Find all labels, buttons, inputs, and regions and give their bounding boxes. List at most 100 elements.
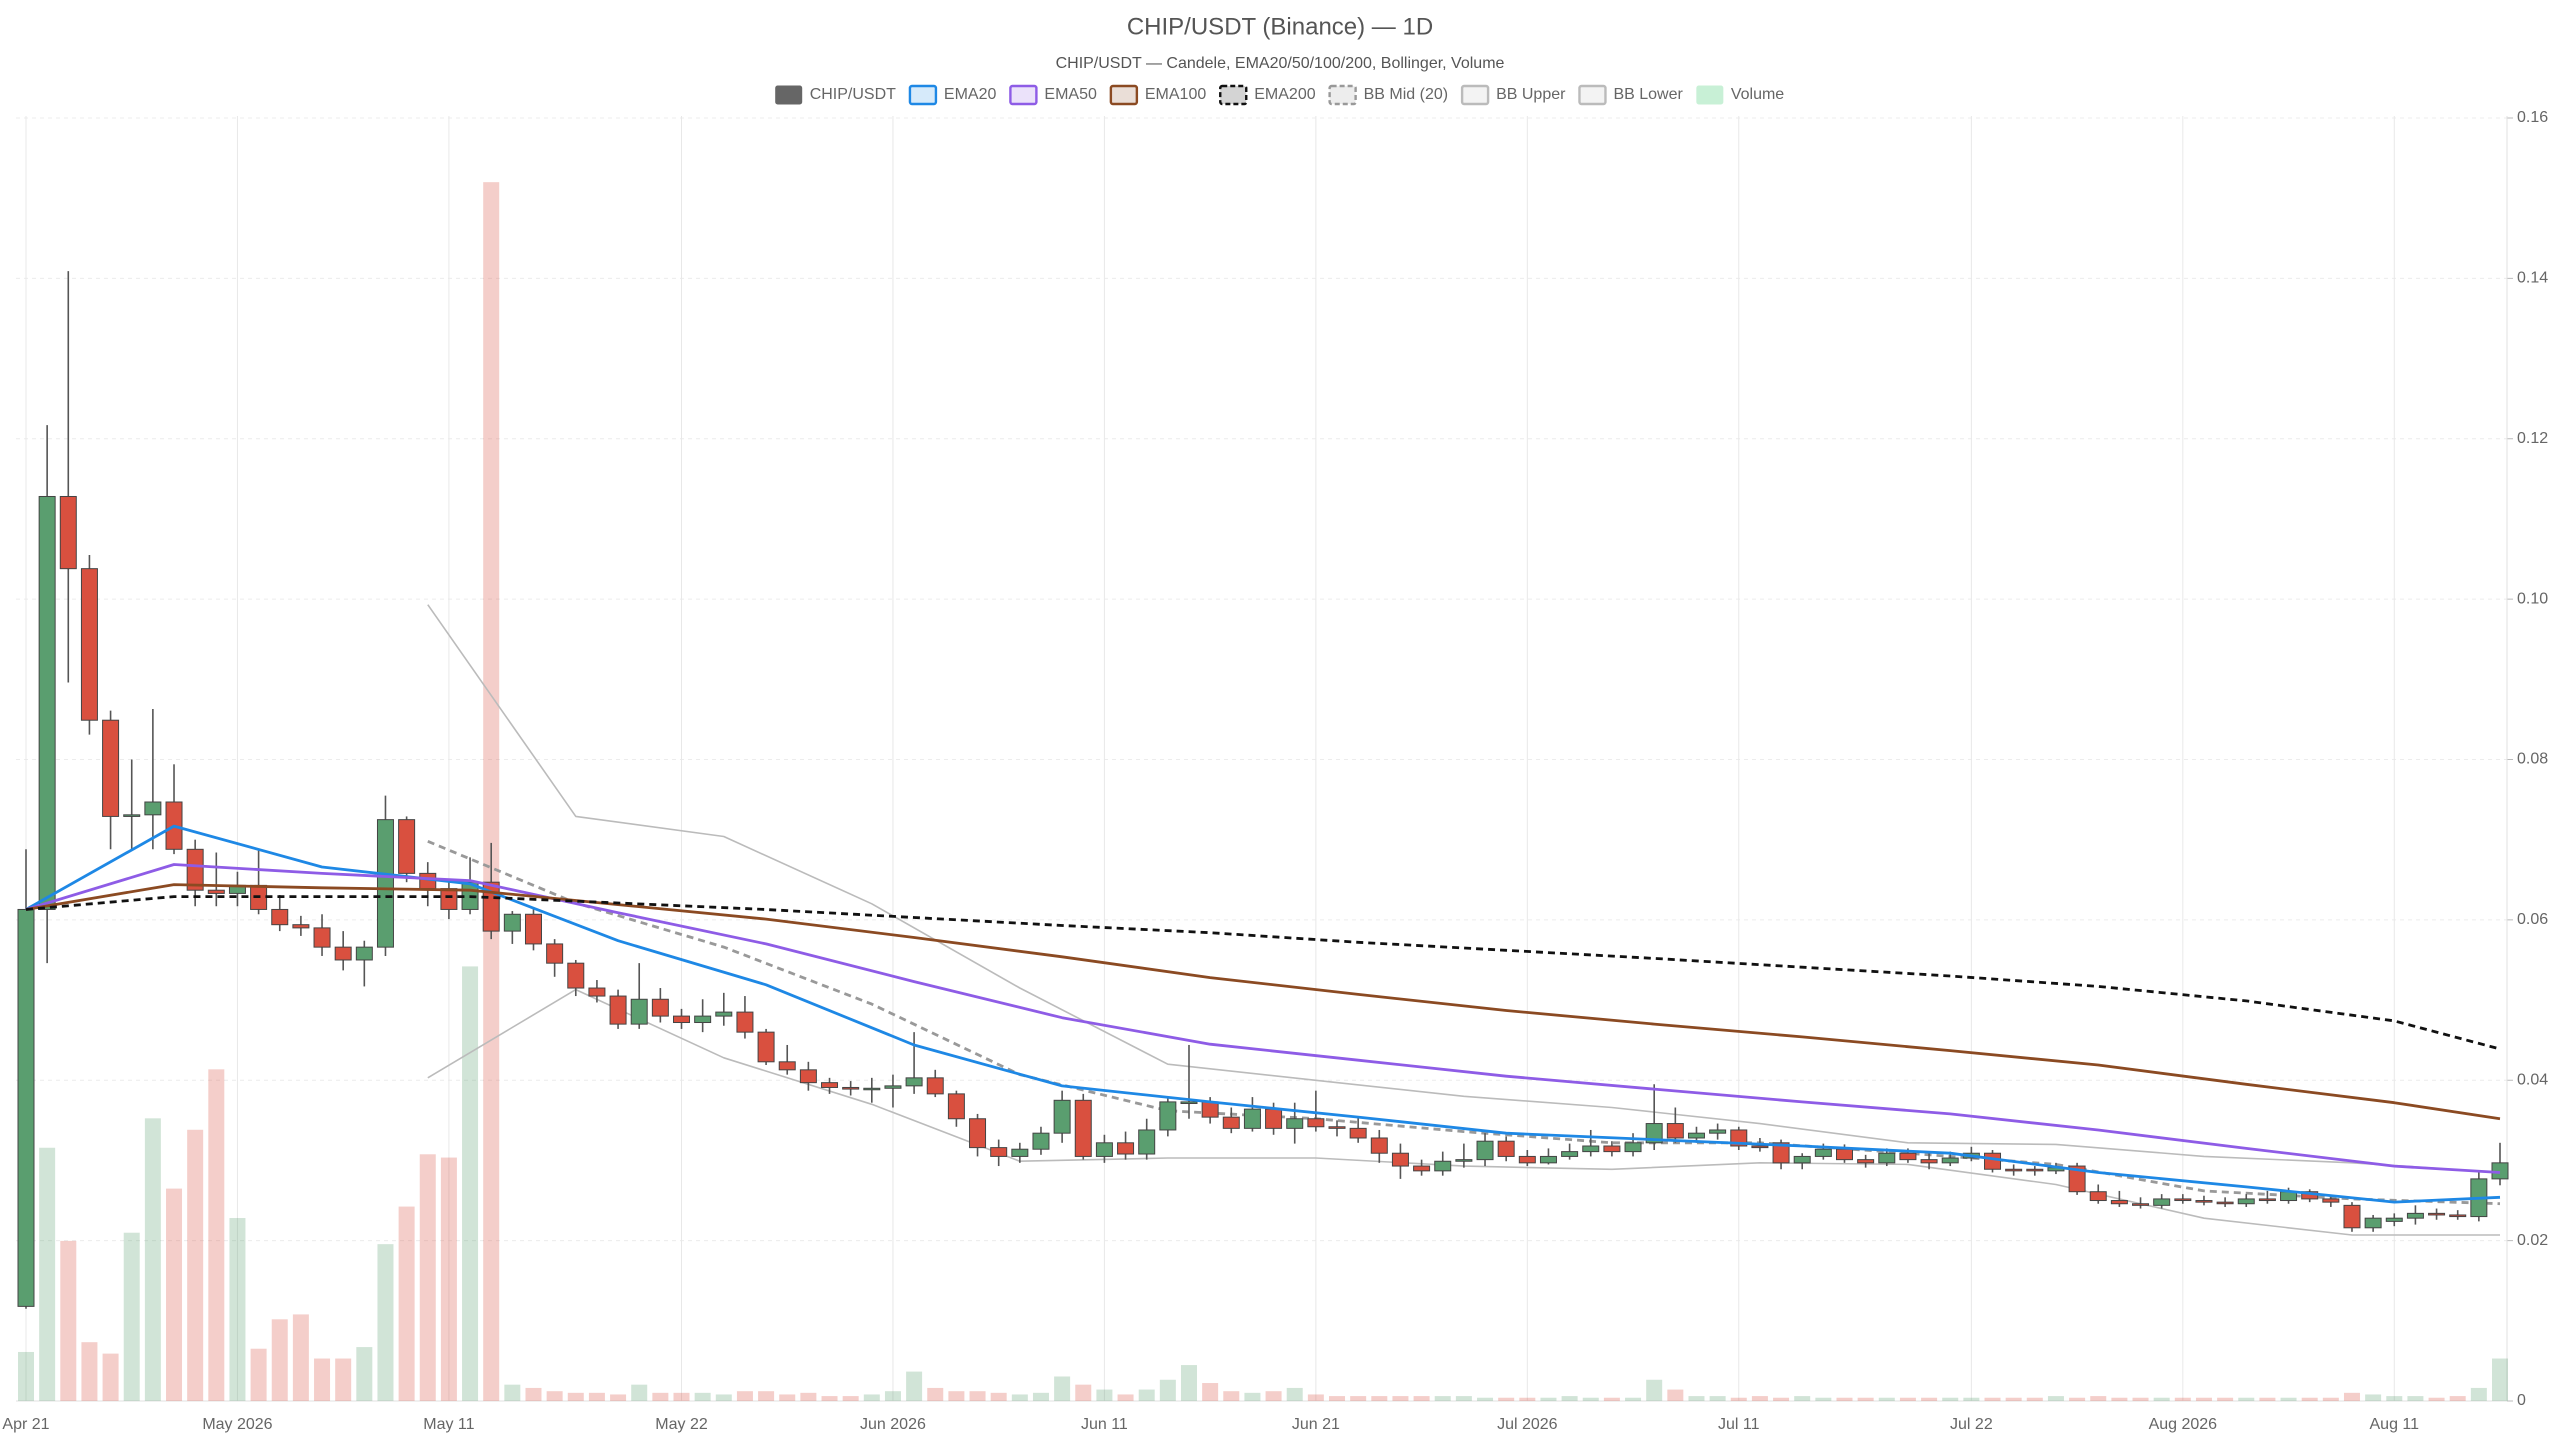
volume-bar xyxy=(673,1392,690,1401)
candle-body xyxy=(2428,1212,2446,1216)
candle-body xyxy=(2005,1168,2023,1172)
candle-body xyxy=(2110,1200,2128,1205)
volume-bar xyxy=(1180,1365,1197,1401)
volume-bar xyxy=(1561,1396,1578,1401)
candle-body xyxy=(1793,1155,1811,1164)
volume-bar xyxy=(2301,1397,2318,1401)
volume-bar xyxy=(2026,1397,2043,1401)
volume-bar xyxy=(736,1391,753,1401)
candle-body xyxy=(1751,1145,1769,1149)
volume-bar xyxy=(567,1392,584,1401)
legend-swatch xyxy=(775,85,803,105)
candle-body xyxy=(1941,1157,1959,1164)
volume-bar xyxy=(2195,1397,2212,1401)
legend-swatch xyxy=(1328,84,1357,106)
indicator-line xyxy=(25,824,2501,1204)
candle-body xyxy=(524,913,542,945)
candle-body xyxy=(1138,1129,1156,1155)
candle-body xyxy=(1772,1142,1790,1164)
volume-bar xyxy=(1032,1392,1049,1401)
volume-bar xyxy=(2132,1397,2149,1401)
volume-bar xyxy=(166,1188,183,1401)
candle-body xyxy=(2258,1198,2276,1202)
volume-bar xyxy=(1350,1396,1367,1401)
candle-body xyxy=(1328,1126,1346,1129)
legend-item: BB Lower xyxy=(1578,84,1684,106)
candle-body xyxy=(2195,1200,2213,1203)
candle-body xyxy=(271,908,289,926)
volume-bar xyxy=(102,1353,119,1401)
candle-body xyxy=(1561,1151,1579,1157)
candle-body xyxy=(2216,1201,2234,1205)
legend-swatch xyxy=(1219,84,1248,106)
candle-body xyxy=(842,1086,860,1090)
volume-bar xyxy=(2153,1397,2170,1401)
candle-body xyxy=(2174,1198,2192,1202)
candle-body xyxy=(1539,1155,1557,1164)
volume-bar xyxy=(948,1391,965,1401)
candle-body xyxy=(1286,1118,1304,1129)
legend-item: EMA50 xyxy=(1009,84,1097,106)
volume-bar xyxy=(863,1394,880,1401)
volume-bar xyxy=(1878,1397,1895,1401)
volume-bar xyxy=(1075,1384,1092,1401)
volume-bar xyxy=(1773,1397,1790,1401)
volume-bar xyxy=(2407,1396,2424,1401)
volume-bar xyxy=(652,1392,669,1401)
volume-bar xyxy=(314,1358,331,1401)
indicator-line xyxy=(427,604,2501,1174)
legend-swatch xyxy=(1696,85,1724,105)
legend-swatch xyxy=(1578,84,1607,106)
y-tick-label: 0 xyxy=(2517,1392,2526,1409)
x-tick-label: Jun 21 xyxy=(1292,1416,1340,1433)
volume-bar xyxy=(144,1118,161,1401)
candle-body xyxy=(2406,1212,2424,1219)
volume-bar xyxy=(2322,1397,2339,1401)
candle-body xyxy=(799,1069,817,1084)
candle-body xyxy=(1159,1101,1177,1131)
x-tick-label: Jun 11 xyxy=(1081,1416,1128,1433)
candle-body xyxy=(1455,1159,1473,1162)
y-tick-label: 0.10 xyxy=(2517,590,2548,607)
volume-bar xyxy=(610,1394,627,1401)
candle-body xyxy=(144,801,162,816)
legend-label: CHIP/USDT xyxy=(810,86,896,103)
candle-body xyxy=(2322,1198,2340,1203)
candle-body xyxy=(1180,1101,1198,1105)
volume-bar xyxy=(60,1240,77,1401)
volume-bar xyxy=(1899,1397,1916,1401)
candle-body xyxy=(1603,1145,1621,1153)
volume-bar xyxy=(483,182,500,1401)
candle-body xyxy=(1011,1148,1029,1157)
chart-title: CHIP/USDT (Binance) — 1D xyxy=(1127,13,1433,40)
x-tick-label: Jul 22 xyxy=(1950,1416,1993,1433)
x-tick-label: Apr 21 xyxy=(2,1416,49,1433)
volume-bar xyxy=(1751,1396,1768,1401)
legend-label: BB Mid (20) xyxy=(1364,86,1448,103)
legend-swatch xyxy=(1009,84,1038,106)
indicator-line xyxy=(25,883,2501,1121)
volume-bar xyxy=(1963,1397,1980,1401)
volume-bar xyxy=(1054,1376,1071,1401)
candle-body xyxy=(38,495,56,910)
volume-bar xyxy=(884,1391,901,1401)
volume-bar xyxy=(2343,1392,2360,1401)
volume-bar xyxy=(1202,1383,1219,1401)
candle-body xyxy=(503,913,521,932)
legend-label: EMA50 xyxy=(1044,86,1097,103)
volume-bar xyxy=(1011,1394,1028,1401)
candle-body xyxy=(736,1011,754,1033)
volume-bar xyxy=(1286,1387,1303,1401)
candle-body xyxy=(567,962,585,989)
candle-body xyxy=(1687,1132,1705,1139)
volume-bar xyxy=(906,1371,923,1401)
candle-body xyxy=(1391,1152,1409,1167)
volume-bar xyxy=(1223,1391,1240,1401)
volume-bar xyxy=(1096,1389,1113,1401)
legend-item: EMA100 xyxy=(1109,84,1206,106)
volume-bar xyxy=(1646,1379,1663,1401)
candle-body xyxy=(2385,1217,2403,1222)
volume-bar xyxy=(969,1391,986,1401)
